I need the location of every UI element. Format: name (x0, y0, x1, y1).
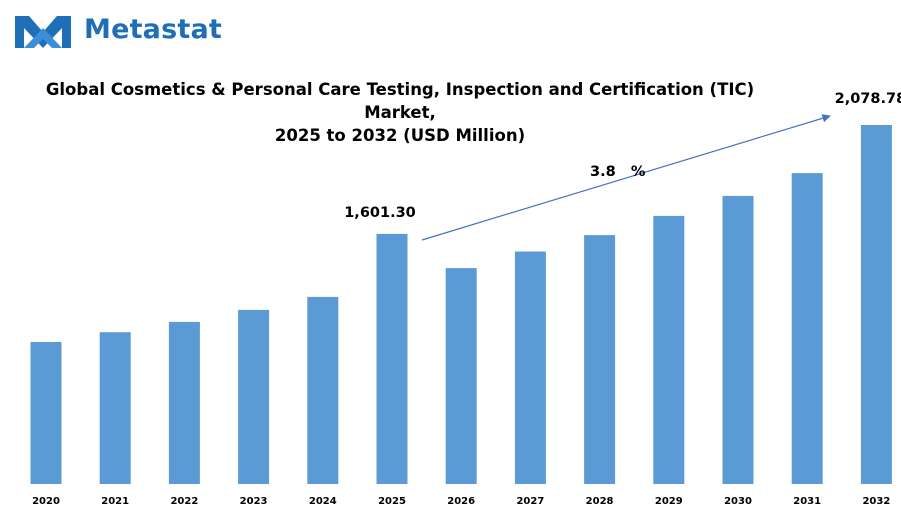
bar-2027 (514, 251, 546, 484)
metastat-logo: Metastat (12, 8, 252, 52)
bar-2023 (238, 309, 270, 484)
bar-2025 (376, 233, 408, 484)
x-tick-label: 2023 (240, 496, 268, 507)
chart-title-line-1: Global Cosmetics & Personal Care Testing… (45, 80, 755, 99)
x-tick-label: 2031 (793, 496, 821, 507)
growth-arrow (421, 114, 831, 241)
x-tick-label: 2027 (516, 496, 544, 507)
x-tick-label: 2020 (32, 496, 60, 507)
chart-title: Global Cosmetics & Personal Care Testing… (20, 78, 780, 147)
chart-title-line-3: 2025 to 2032 (USD Million) (274, 126, 526, 145)
brand-name: Metastat (84, 14, 223, 45)
data-label-2032: 2,078.78 (835, 91, 901, 107)
data-label-2025: 1,601.30 (344, 205, 416, 221)
x-tick-label: 2032 (862, 496, 890, 507)
x-tick-label: 2026 (447, 496, 475, 507)
x-tick-label: 2028 (586, 496, 614, 507)
x-tick-label: 2021 (101, 496, 129, 507)
cagr-annotation: 3.8 % (590, 164, 646, 180)
bar-2029 (653, 215, 685, 484)
bar-2026 (445, 268, 477, 484)
bar-2031 (791, 173, 823, 484)
x-tick-label: 2030 (724, 496, 752, 507)
bar-2022 (168, 321, 200, 484)
metastat-logo-mark-icon (15, 16, 71, 48)
bar-2032 (860, 125, 892, 484)
bar-2028 (584, 235, 616, 484)
chart-title-line-2: Market, (364, 103, 436, 122)
bar-2030 (722, 195, 754, 484)
x-tick-label: 2029 (655, 496, 683, 507)
x-tick-label: 2024 (309, 496, 337, 507)
bar-2024 (307, 296, 339, 484)
bar-2020 (30, 342, 62, 484)
x-tick-label: 2022 (170, 496, 198, 507)
bar-2021 (99, 332, 131, 484)
x-tick-label: 2025 (378, 496, 406, 507)
